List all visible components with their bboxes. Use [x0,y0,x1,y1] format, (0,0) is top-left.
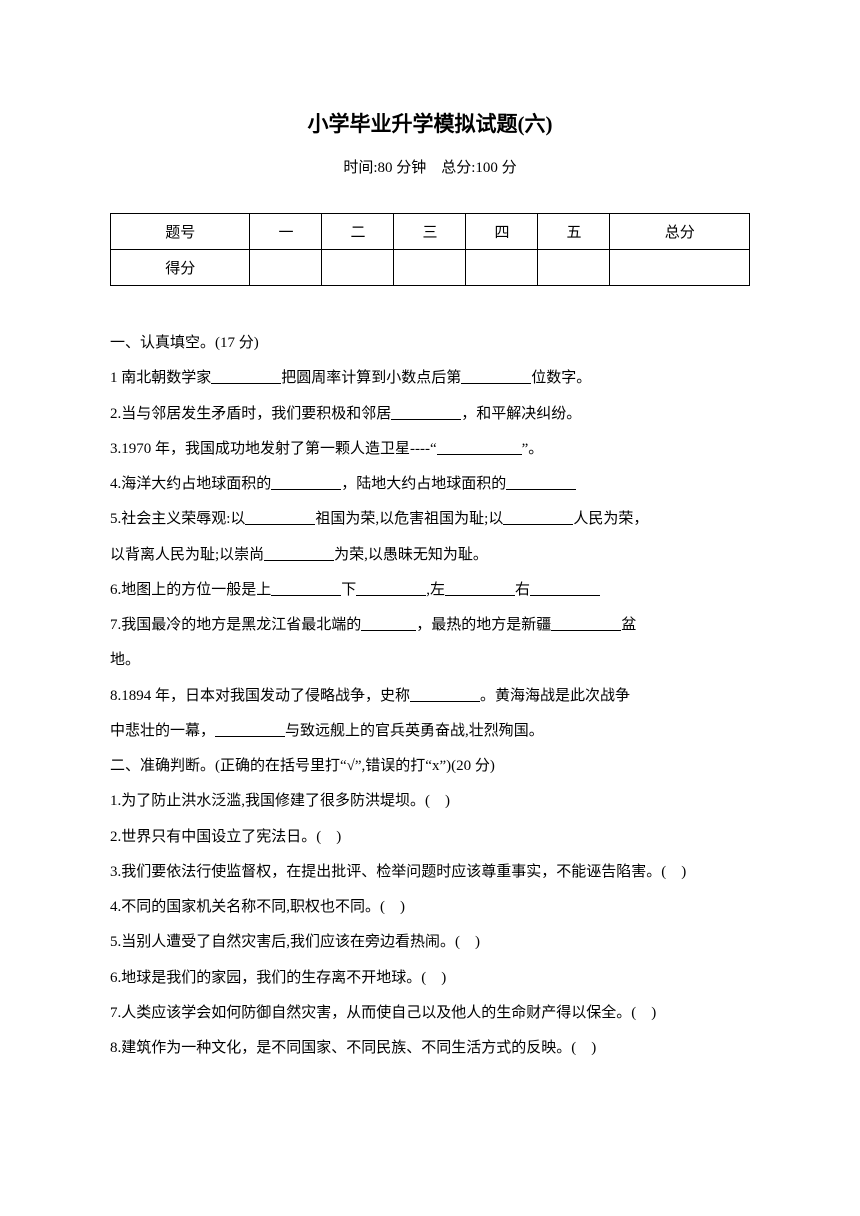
text: ，最热的地方是新疆 [416,617,551,633]
question: 1 南北朝数学家 把圆周率计算到小数点后第 位数字。 [110,361,750,396]
text: 把圆周率计算到小数点后第 [281,370,461,386]
question: 8.1894 年，日本对我国发动了侵略战争，史称 。黄海海战是此次战争 [110,679,750,714]
table-cell: 五 [538,214,610,250]
blank [271,580,341,596]
text: 下 [341,582,356,598]
text: 3.1970 年，我国成功地发射了第一颗人造卫星----“ [110,441,437,457]
blank [503,509,573,525]
text: 。黄海海战是此次战争 [480,688,630,704]
text: 右 [515,582,530,598]
text: 2.当与邻居发生矛盾时，我们要积极和邻居 [110,406,391,422]
question: 地。 [110,643,750,678]
blank [356,580,426,596]
table-cell: 题号 [111,214,250,250]
table-cell: 四 [466,214,538,250]
blank [437,439,522,455]
question: 7.人类应该学会如何防御自然灾害，从而使自己以及他人的生命财产得以保全。( ) [110,996,750,1031]
text: 以背离人民为耻;以崇尚 [110,547,264,563]
text: 5.社会主义荣辱观:以 [110,511,245,527]
table-cell [610,250,750,286]
question: 4.不同的国家机关名称不同,职权也不同。( ) [110,890,750,925]
blank [264,545,334,561]
blank [215,721,285,737]
question: 3.我们要依法行使监督权，在提出批评、检举问题时应该尊重事实，不能诬告陷害。( … [110,855,750,890]
table-cell [250,250,322,286]
text: 祖国为荣,以危害祖国为耻;以 [315,511,503,527]
blank [245,509,315,525]
question: 6.地图上的方位一般是上 下 ,左 右 [110,573,750,608]
blank [506,474,576,490]
table-cell [538,250,610,286]
text: 为荣,以愚昧无知为耻。 [334,547,488,563]
text: ”。 [522,441,544,457]
question: 4.海洋大约占地球面积的 ，陆地大约占地球面积的 [110,467,750,502]
blank [410,686,480,702]
blank [391,404,461,420]
question: 2.世界只有中国设立了宪法日。( ) [110,820,750,855]
section-heading: 二、准确判断。(正确的在括号里打“√”,错误的打“x”)(20 分) [110,749,750,784]
text: 6.地图上的方位一般是上 [110,582,271,598]
text: 1 南北朝数学家 [110,370,211,386]
question: 3.1970 年，我国成功地发射了第一颗人造卫星----“ ”。 [110,432,750,467]
text: 中悲壮的一幕， [110,723,215,739]
text: 位数字。 [531,370,591,386]
score-table: 题号 一 二 三 四 五 总分 得分 [110,213,750,286]
text: 盆 [621,617,636,633]
text: 8.1894 年，日本对我国发动了侵略战争，史称 [110,688,410,704]
blank [445,580,515,596]
text: ，和平解决纠纷。 [461,406,581,422]
blank [551,615,621,631]
text: 4.海洋大约占地球面积的 [110,476,271,492]
blank [461,368,531,384]
content-body: 一、认真填空。(17 分) 1 南北朝数学家 把圆周率计算到小数点后第 位数字。 2… [110,326,750,1066]
table-row: 得分 [111,250,750,286]
blank [271,474,341,490]
blank [361,615,416,631]
question: 1.为了防止洪水泛滥,我国修建了很多防洪堤坝。( ) [110,784,750,819]
text: 人民为荣， [573,511,648,527]
table-cell: 二 [322,214,394,250]
text: ，陆地大约占地球面积的 [341,476,506,492]
table-row: 题号 一 二 三 四 五 总分 [111,214,750,250]
page-subtitle: 时间:80 分钟 总分:100 分 [110,156,750,177]
text: 与致远舰上的官兵英勇奋战,壮烈殉国。 [285,723,544,739]
text: 7.我国最冷的地方是黑龙江省最北端的 [110,617,361,633]
text: ,左 [426,582,445,598]
question: 2.当与邻居发生矛盾时，我们要积极和邻居 ，和平解决纠纷。 [110,397,750,432]
table-cell: 三 [394,214,466,250]
question: 5.当别人遭受了自然灾害后,我们应该在旁边看热闹。( ) [110,925,750,960]
blank [530,580,600,596]
blank [211,368,281,384]
question: 5.社会主义荣辱观:以 祖国为荣,以危害祖国为耻;以 人民为荣， [110,502,750,537]
page-title: 小学毕业升学模拟试题(六) [110,108,750,138]
section-heading: 一、认真填空。(17 分) [110,326,750,361]
table-cell: 得分 [111,250,250,286]
question: 6.地球是我们的家园，我们的生存离不开地球。( ) [110,961,750,996]
table-cell: 总分 [610,214,750,250]
table-cell [394,250,466,286]
table-cell [466,250,538,286]
question: 中悲壮的一幕， 与致远舰上的官兵英勇奋战,壮烈殉国。 [110,714,750,749]
question: 8.建筑作为一种文化，是不同国家、不同民族、不同生活方式的反映。( ) [110,1031,750,1066]
question: 7.我国最冷的地方是黑龙江省最北端的 ，最热的地方是新疆 盆 [110,608,750,643]
table-cell [322,250,394,286]
question: 以背离人民为耻;以崇尚 为荣,以愚昧无知为耻。 [110,538,750,573]
table-cell: 一 [250,214,322,250]
